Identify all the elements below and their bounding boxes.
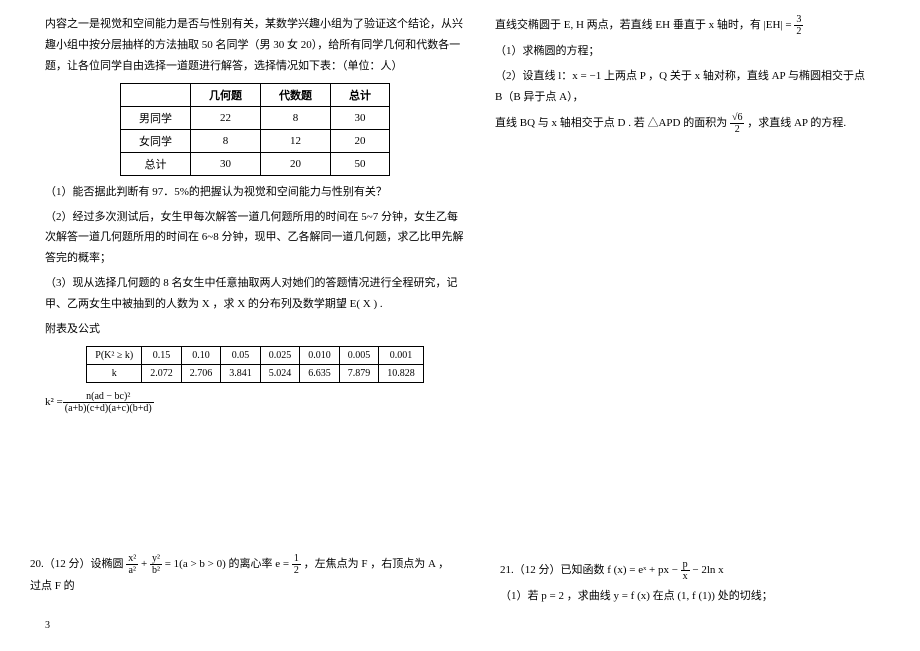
problem-20: 20.（12 分）设椭圆 x² a² + y² b² = 1(a > b > 0… — [30, 549, 460, 601]
num: x² — [126, 553, 138, 565]
num: 3 — [794, 14, 803, 26]
cell: 女同学 — [121, 129, 191, 152]
table-row: 男同学 22 8 30 — [121, 106, 390, 129]
text: 21.（12 分）已知函数 f (x) = eˣ + px − — [500, 564, 681, 576]
fraction-e: 1 2 — [292, 553, 301, 576]
cell: 30 — [331, 106, 390, 129]
cell: 0.005 — [339, 346, 379, 364]
page-number: 3 — [45, 620, 50, 631]
text: = 1(a > b > 0) 的离心率 e = — [165, 558, 292, 570]
cell: 50 — [331, 152, 390, 175]
cell: 20 — [261, 152, 331, 175]
cell: 男同学 — [121, 106, 191, 129]
fraction-eh: 3 2 — [794, 14, 803, 37]
question-3: （3）现从选择几何题的 8 名女生中任意抽取两人对她们的答题情况进行全程研究，记… — [45, 273, 465, 315]
cell: 0.001 — [379, 346, 424, 364]
fraction-area: √6 2 — [730, 112, 745, 135]
th-geometry: 几何题 — [191, 83, 261, 106]
den: 2 — [730, 124, 745, 135]
table-row: k 2.072 2.706 3.841 5.024 6.635 7.879 10… — [87, 364, 423, 382]
num: p — [681, 559, 690, 571]
cell: 0.025 — [260, 346, 300, 364]
cell: 0.05 — [221, 346, 261, 364]
cell: 30 — [191, 152, 261, 175]
cell: 12 — [261, 129, 331, 152]
p21-q1: （1）若 p = 2 ，求曲线 y = f (x) 在点 (1, f (1)) … — [500, 586, 900, 607]
fraction-y2b2: y² b² — [150, 553, 162, 576]
table-gender-subject: 几何题 代数题 总计 男同学 22 8 30 女同学 8 12 20 总计 30… — [120, 83, 390, 176]
cell: 22 — [191, 106, 261, 129]
cell: 0.10 — [181, 346, 221, 364]
num: √6 — [730, 112, 745, 124]
cell: 6.635 — [300, 364, 340, 382]
den: b² — [150, 565, 162, 576]
intro-text: 内容之一是视觉和空间能力是否与性别有关，某数学兴趣小组为了验证这个结论，从兴趣小… — [45, 14, 465, 77]
cell: 8 — [261, 106, 331, 129]
th-algebra: 代数题 — [261, 83, 331, 106]
right-q1: （1）求椭圆的方程； — [495, 41, 875, 62]
text: 直线 BQ 与 x 轴相交于点 D . 若 △APD 的面积为 — [495, 117, 727, 129]
th-total: 总计 — [331, 83, 390, 106]
question-2: （2）经过多次测试后，女生甲每次解答一道几何题所用的时间在 5~7 分钟，女生乙… — [45, 207, 465, 270]
den: 2 — [292, 565, 301, 576]
cell: 5.024 — [260, 364, 300, 382]
right-line-1: 直线交椭圆于 E, H 两点，若直线 EH 垂直于 x 轴时，有 |EH| = … — [495, 14, 875, 37]
k-squared-formula: k² = n(ad − bc)² (a+b)(c+d)(a+c)(b+d) — [45, 391, 465, 414]
num: y² — [150, 553, 162, 565]
cell: 0.010 — [300, 346, 340, 364]
plus: + — [141, 558, 150, 570]
num: 1 — [292, 553, 301, 565]
cell: 7.879 — [339, 364, 379, 382]
den: 2 — [794, 26, 803, 37]
table-row: 总计 30 20 50 — [121, 152, 390, 175]
fraction-x2a2: x² a² — [126, 553, 138, 576]
cell: 总计 — [121, 152, 191, 175]
formula-fraction: n(ad − bc)² (a+b)(c+d)(a+c)(b+d) — [63, 391, 154, 414]
formula-lhs: k² = — [45, 396, 63, 408]
formula-numerator: n(ad − bc)² — [63, 391, 154, 403]
den: a² — [126, 565, 138, 576]
cell: 10.828 — [379, 364, 424, 382]
formula-denominator: (a+b)(c+d)(a+c)(b+d) — [63, 403, 154, 414]
cell: 8 — [191, 129, 261, 152]
table-chi-square: P(K² ≥ k) 0.15 0.10 0.05 0.025 0.010 0.0… — [86, 346, 423, 383]
cell: 2.706 — [181, 364, 221, 382]
cell: P(K² ≥ k) — [87, 346, 142, 364]
cell: 2.072 — [142, 364, 182, 382]
right-q2-b: 直线 BQ 与 x 轴相交于点 D . 若 △APD 的面积为 √6 2 ，求直… — [495, 112, 875, 135]
table-row: 女同学 8 12 20 — [121, 129, 390, 152]
cell: 0.15 — [142, 346, 182, 364]
cell: 20 — [331, 129, 390, 152]
th-blank — [121, 83, 191, 106]
text: − 2ln x — [692, 564, 723, 576]
right-q2-a: （2）设直线 l：x = −1 上两点 P ，Q 关于 x 轴对称，直线 AP … — [495, 66, 875, 108]
cell: k — [87, 364, 142, 382]
fraction-px: p x — [681, 559, 690, 582]
table-header-row: 几何题 代数题 总计 — [121, 83, 390, 106]
cell: 3.841 — [221, 364, 261, 382]
text: 20.（12 分）设椭圆 — [30, 558, 124, 570]
question-1: （1）能否据此判断有 97．5%的把握认为视觉和空间能力与性别有关？ — [45, 182, 465, 203]
problem-21: 21.（12 分）已知函数 f (x) = eˣ + px − p x − 2l… — [500, 555, 900, 611]
den: x — [681, 571, 690, 582]
text: 直线交椭圆于 E, H 两点，若直线 EH 垂直于 x 轴时，有 |EH| = — [495, 19, 792, 31]
appendix-label: 附表及公式 — [45, 319, 465, 340]
text: ，求直线 AP 的方程. — [747, 117, 846, 129]
table-header-row: P(K² ≥ k) 0.15 0.10 0.05 0.025 0.010 0.0… — [87, 346, 423, 364]
